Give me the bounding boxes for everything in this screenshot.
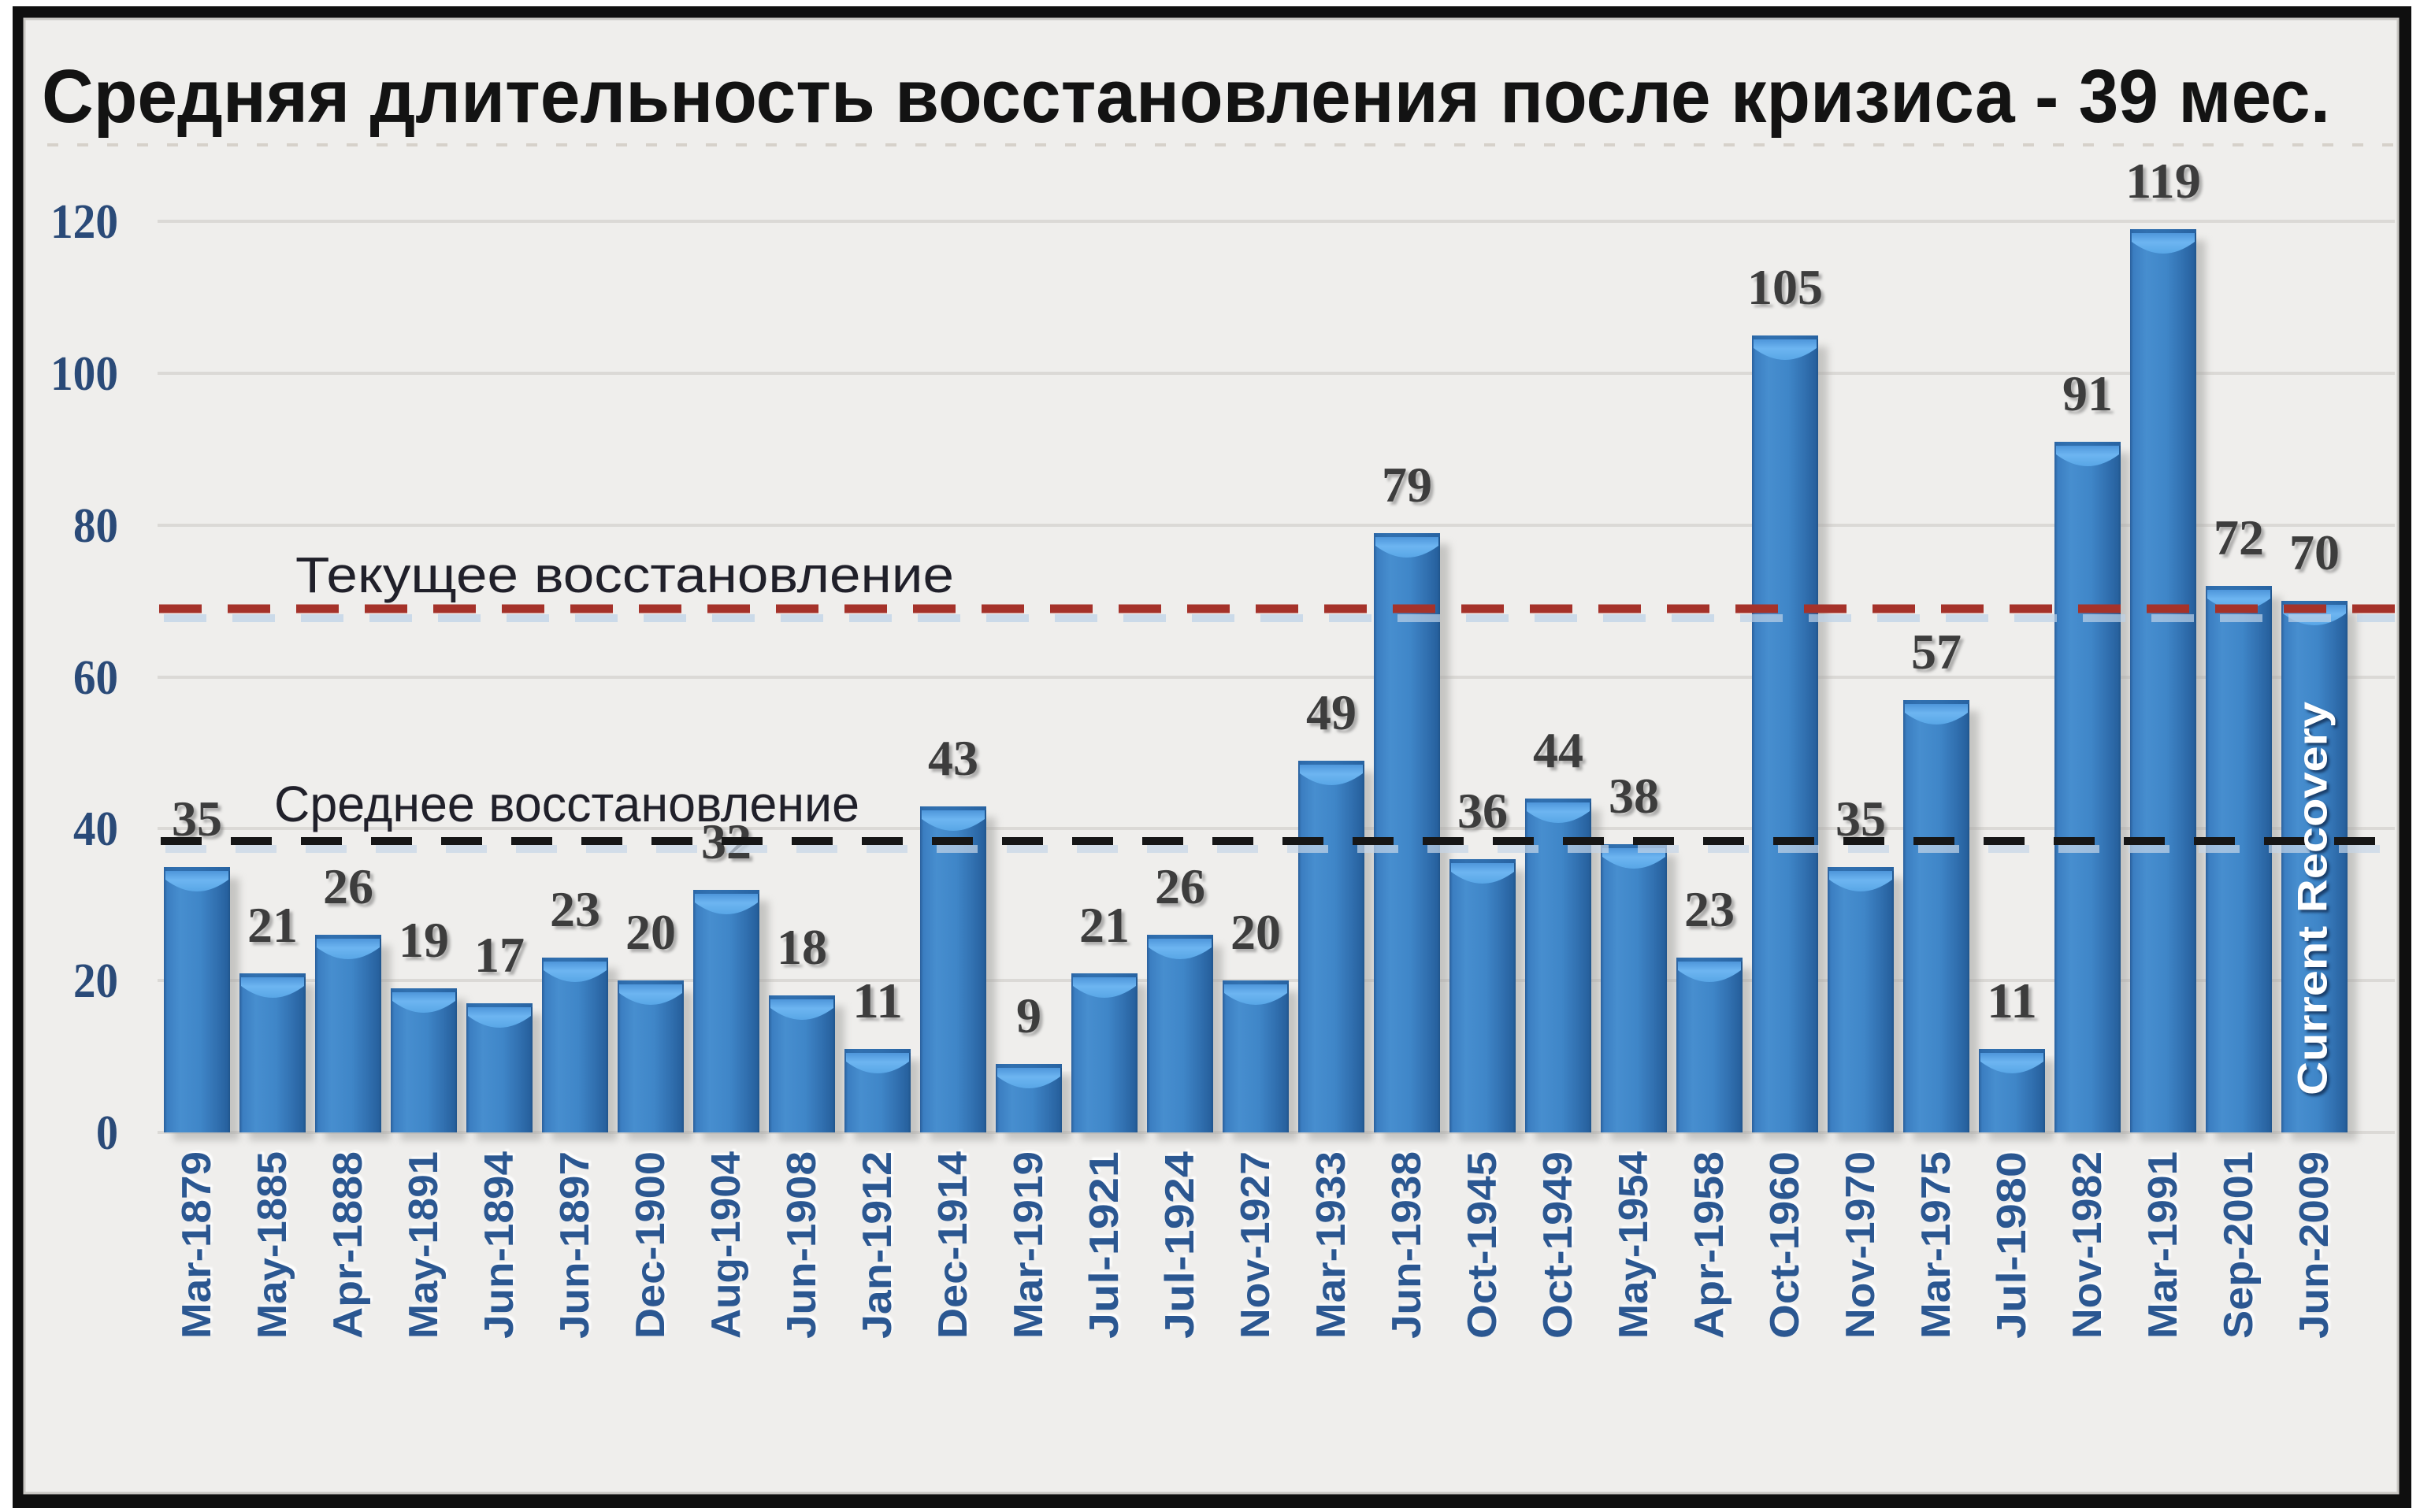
svg-text:Dec-1900: Dec-1900	[628, 1151, 674, 1339]
svg-text:9: 9	[1016, 988, 1041, 1043]
svg-text:Oct-1949: Oct-1949	[1535, 1151, 1581, 1339]
svg-text:0: 0	[96, 1106, 118, 1160]
svg-text:Nov-1970: Nov-1970	[1838, 1151, 1884, 1339]
svg-text:Текущее восстановление: Текущее восстановление	[295, 547, 954, 603]
svg-text:Nov-1982: Nov-1982	[2065, 1151, 2110, 1339]
svg-text:72: 72	[2214, 510, 2264, 565]
svg-text:40: 40	[73, 802, 118, 856]
svg-text:21: 21	[247, 897, 298, 953]
svg-text:26: 26	[1155, 858, 1205, 914]
svg-text:26: 26	[323, 858, 373, 914]
svg-text:Apr-1958: Apr-1958	[1687, 1151, 1732, 1339]
svg-text:Current Recovery: Current Recovery	[2290, 701, 2336, 1095]
svg-text:Jul-1921: Jul-1921	[1082, 1151, 1127, 1339]
svg-text:Apr-1888: Apr-1888	[325, 1151, 371, 1339]
svg-text:60: 60	[73, 651, 118, 705]
svg-text:91: 91	[2062, 365, 2113, 421]
svg-text:79: 79	[1382, 457, 1432, 513]
svg-text:20: 20	[73, 954, 118, 1008]
svg-text:Jun-1894: Jun-1894	[477, 1151, 522, 1339]
svg-text:49: 49	[1306, 684, 1357, 740]
svg-text:11: 11	[1987, 973, 2037, 1028]
svg-text:Mar-1879: Mar-1879	[174, 1151, 220, 1339]
svg-text:20: 20	[625, 904, 676, 960]
svg-text:Jun-1897: Jun-1897	[552, 1151, 598, 1339]
svg-text:Jun-1938: Jun-1938	[1384, 1151, 1430, 1339]
svg-text:21: 21	[1079, 897, 1130, 953]
svg-text:11: 11	[852, 973, 903, 1028]
svg-text:57: 57	[1911, 624, 1962, 680]
svg-text:Aug-1904: Aug-1904	[703, 1151, 749, 1339]
svg-text:Среднее восстановление: Среднее восстановление	[274, 776, 859, 832]
svg-text:100: 100	[50, 347, 118, 401]
svg-text:Nov-1927: Nov-1927	[1233, 1151, 1279, 1339]
svg-text:80: 80	[73, 499, 118, 553]
svg-text:105: 105	[1747, 259, 1823, 315]
svg-text:Jul-1980: Jul-1980	[1989, 1151, 2035, 1339]
svg-text:Jul-1924: Jul-1924	[1157, 1151, 1203, 1339]
svg-text:Mar-1933: Mar-1933	[1308, 1151, 1354, 1339]
svg-text:17: 17	[474, 927, 525, 983]
svg-text:23: 23	[1684, 881, 1735, 937]
svg-text:120: 120	[50, 195, 118, 249]
svg-text:20: 20	[1230, 904, 1281, 960]
svg-text:Средняя длительность восстанов: Средняя длительность восстановления посл…	[42, 54, 2330, 139]
svg-text:19: 19	[399, 912, 449, 968]
svg-text:Oct-1960: Oct-1960	[1762, 1151, 1808, 1339]
svg-text:43: 43	[928, 730, 978, 786]
svg-text:36: 36	[1457, 783, 1508, 839]
svg-text:Jan-1912: Jan-1912	[855, 1151, 900, 1339]
svg-text:Jun-1908: Jun-1908	[779, 1151, 825, 1339]
svg-text:Sep-2001: Sep-2001	[2216, 1151, 2262, 1339]
svg-text:Mar-1991: Mar-1991	[2140, 1151, 2186, 1339]
svg-text:18: 18	[777, 919, 827, 975]
svg-text:May-1885: May-1885	[250, 1151, 295, 1339]
svg-text:May-1954: May-1954	[1611, 1151, 1657, 1339]
svg-text:Dec-1914: Dec-1914	[930, 1151, 976, 1339]
svg-text:Jun-2009: Jun-2009	[2292, 1151, 2337, 1339]
svg-text:Mar-1919: Mar-1919	[1006, 1151, 1052, 1339]
svg-text:Mar-1975: Mar-1975	[1913, 1151, 1959, 1339]
svg-text:38: 38	[1609, 768, 1659, 824]
svg-text:70: 70	[2289, 524, 2340, 580]
svg-text:Oct-1945: Oct-1945	[1460, 1151, 1505, 1339]
svg-text:23: 23	[550, 881, 600, 937]
svg-text:44: 44	[1533, 722, 1583, 778]
svg-text:May-1891: May-1891	[401, 1151, 447, 1339]
svg-text:119: 119	[2125, 153, 2201, 209]
